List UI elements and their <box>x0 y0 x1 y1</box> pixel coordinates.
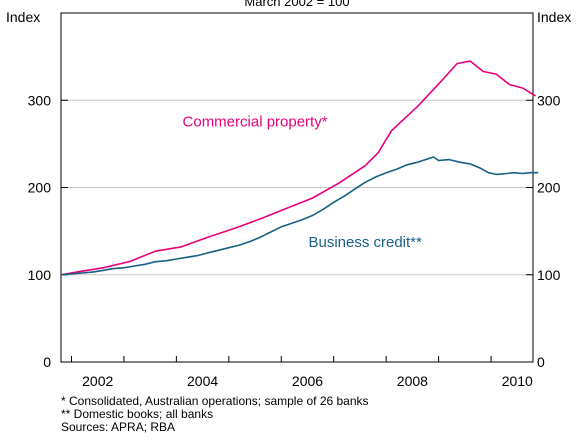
y-tick-label-left-0: 0 <box>43 354 51 370</box>
x-tick-label-3: 2008 <box>397 373 428 389</box>
series-line-1 <box>60 156 539 276</box>
y-tick-label-right-1: 100 <box>537 267 561 283</box>
x-tick-label-4: 2010 <box>502 373 533 389</box>
gridlines <box>61 99 533 276</box>
y-axis-left-label: Index <box>6 9 40 25</box>
axis-ticks <box>61 99 533 363</box>
x-tick-label-1: 2004 <box>187 373 218 389</box>
chart: March 2002 = 100 Index Index 0 0 100 100 200… <box>6 0 571 389</box>
x-tick-label-2: 2006 <box>292 373 323 389</box>
footnote-3: Sources: APRA; RBA <box>61 420 176 434</box>
y-tick-label-right-2: 200 <box>537 180 561 196</box>
series-line-0 <box>60 60 537 276</box>
series-annotations: Commercial property* Business credit** <box>183 113 423 250</box>
x-tick-label-0: 2002 <box>82 373 113 389</box>
y-tick-label-left-2: 200 <box>28 180 52 196</box>
series-label-0: Commercial property* <box>183 113 328 130</box>
y-tick-label-right-3: 300 <box>537 92 561 108</box>
y-tick-label-left-3: 300 <box>28 92 52 108</box>
footnotes: * Consolidated, Australian operations; s… <box>61 395 369 434</box>
tick-labels: 0 0 100 100 200 200 300 300 2002 2004 2006 2008 2010 <box>28 92 561 389</box>
y-tick-label-right-0: 0 <box>537 354 545 370</box>
series-layer <box>60 60 539 276</box>
chart-subtitle: March 2002 = 100 <box>244 0 349 9</box>
footnote-1: * Consolidated, Australian operations; s… <box>61 394 369 408</box>
footnote-2: ** Domestic books; all banks <box>61 407 214 421</box>
series-label-1: Business credit** <box>308 234 422 251</box>
y-tick-label-left-1: 100 <box>28 267 52 283</box>
y-axis-right-label: Index <box>537 9 571 25</box>
